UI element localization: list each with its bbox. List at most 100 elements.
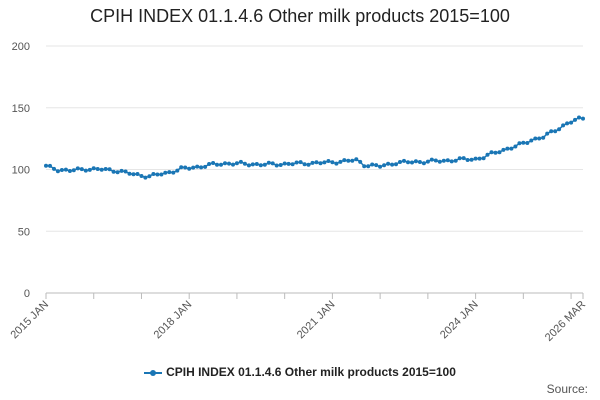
data-point[interactable]: [469, 157, 474, 162]
data-point[interactable]: [410, 160, 414, 165]
data-point[interactable]: [131, 172, 136, 177]
data-point[interactable]: [457, 156, 462, 161]
data-point[interactable]: [417, 160, 422, 164]
data-point[interactable]: [266, 160, 271, 165]
data-point[interactable]: [234, 161, 239, 166]
data-point[interactable]: [254, 162, 259, 166]
data-point[interactable]: [67, 169, 72, 173]
data-point[interactable]: [123, 169, 128, 174]
data-point[interactable]: [119, 168, 124, 173]
data-point[interactable]: [219, 162, 223, 167]
data-point[interactable]: [111, 169, 116, 174]
data-point[interactable]: [529, 138, 534, 143]
data-point[interactable]: [577, 115, 581, 120]
data-point[interactable]: [99, 167, 104, 172]
data-point[interactable]: [115, 170, 120, 175]
data-point[interactable]: [147, 174, 152, 179]
data-point[interactable]: [179, 165, 184, 170]
data-point[interactable]: [489, 150, 494, 155]
data-point[interactable]: [215, 162, 219, 167]
data-point[interactable]: [175, 168, 180, 173]
data-point[interactable]: [107, 167, 112, 172]
data-point[interactable]: [366, 164, 371, 169]
data-point[interactable]: [473, 156, 478, 161]
data-point[interactable]: [374, 163, 379, 168]
data-point[interactable]: [278, 163, 283, 167]
data-point[interactable]: [91, 166, 96, 171]
data-point[interactable]: [553, 129, 558, 134]
data-point[interactable]: [354, 157, 359, 162]
data-point[interactable]: [481, 156, 486, 161]
data-point[interactable]: [103, 167, 108, 171]
data-point[interactable]: [338, 159, 343, 164]
data-point[interactable]: [135, 172, 140, 176]
data-point[interactable]: [143, 175, 148, 180]
data-point[interactable]: [274, 163, 279, 168]
data-point[interactable]: [402, 158, 406, 163]
data-point[interactable]: [52, 166, 56, 171]
data-point[interactable]: [362, 164, 367, 169]
data-point[interactable]: [569, 120, 574, 125]
data-point[interactable]: [250, 162, 255, 167]
data-point[interactable]: [429, 157, 434, 162]
data-point[interactable]: [302, 162, 307, 167]
data-point[interactable]: [207, 162, 212, 166]
data-point[interactable]: [449, 159, 454, 164]
data-point[interactable]: [155, 172, 160, 177]
data-point[interactable]: [445, 158, 450, 163]
data-point[interactable]: [227, 161, 231, 166]
data-point[interactable]: [441, 158, 446, 163]
data-point[interactable]: [505, 146, 510, 151]
data-point[interactable]: [183, 165, 188, 170]
data-point[interactable]: [282, 161, 287, 166]
data-point[interactable]: [465, 158, 470, 162]
data-point[interactable]: [191, 165, 196, 170]
data-point[interactable]: [573, 117, 577, 122]
data-point[interactable]: [199, 165, 204, 170]
data-point[interactable]: [242, 161, 247, 166]
data-point[interactable]: [48, 163, 52, 168]
data-point[interactable]: [425, 159, 430, 164]
data-point[interactable]: [159, 172, 164, 177]
data-point[interactable]: [390, 162, 395, 167]
data-point[interactable]: [71, 168, 76, 173]
data-point[interactable]: [437, 159, 442, 164]
data-point[interactable]: [63, 167, 68, 172]
data-point[interactable]: [139, 174, 144, 178]
data-point[interactable]: [246, 163, 251, 168]
data-point[interactable]: [358, 159, 363, 164]
data-point[interactable]: [211, 161, 216, 165]
data-point[interactable]: [334, 161, 339, 166]
data-point[interactable]: [382, 163, 387, 168]
data-point[interactable]: [95, 167, 100, 171]
data-point[interactable]: [545, 131, 550, 136]
data-point[interactable]: [326, 159, 331, 163]
data-point[interactable]: [493, 150, 498, 155]
data-point[interactable]: [370, 162, 375, 167]
data-point[interactable]: [83, 168, 88, 173]
data-point[interactable]: [55, 169, 60, 174]
data-point[interactable]: [521, 140, 526, 145]
data-point[interactable]: [87, 167, 92, 172]
data-point[interactable]: [557, 127, 562, 132]
data-point[interactable]: [330, 160, 335, 165]
data-point[interactable]: [421, 161, 426, 166]
data-point[interactable]: [322, 160, 327, 165]
data-point[interactable]: [565, 121, 570, 126]
data-point[interactable]: [501, 147, 506, 152]
data-point[interactable]: [525, 141, 530, 145]
data-point[interactable]: [258, 163, 263, 168]
data-point[interactable]: [59, 168, 64, 172]
data-point[interactable]: [310, 160, 315, 165]
data-point[interactable]: [231, 162, 235, 167]
data-point[interactable]: [286, 161, 291, 166]
data-point[interactable]: [497, 150, 502, 155]
data-point[interactable]: [306, 162, 311, 167]
data-point[interactable]: [294, 160, 299, 165]
legend[interactable]: CPIH INDEX 01.1.4.6 Other milk products …: [0, 365, 600, 379]
data-point[interactable]: [549, 129, 554, 134]
data-point[interactable]: [533, 136, 538, 141]
data-point[interactable]: [203, 164, 208, 169]
data-point[interactable]: [517, 141, 522, 146]
data-point[interactable]: [314, 160, 319, 165]
